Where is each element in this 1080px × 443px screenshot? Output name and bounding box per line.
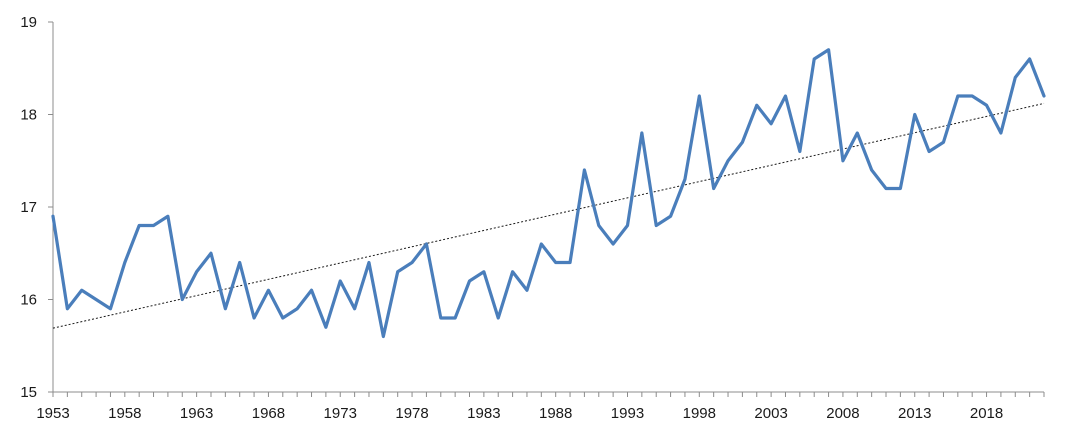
x-tick-label: 1978 <box>395 405 428 422</box>
x-tick-label: 1968 <box>252 405 285 422</box>
x-tick-label: 2008 <box>826 405 859 422</box>
y-tick-label: 17 <box>20 199 37 216</box>
x-tick-label: 1993 <box>611 405 644 422</box>
x-tick-label: 1958 <box>108 405 141 422</box>
y-tick-label: 15 <box>20 384 37 401</box>
y-tick-label: 19 <box>20 14 37 31</box>
trendline-group <box>52 102 1045 329</box>
y-axis: 15 16 17 18 19 <box>20 14 54 401</box>
x-tick-label: 1963 <box>180 405 213 422</box>
series-group <box>51 48 1046 339</box>
y-tick-label: 18 <box>20 107 37 124</box>
x-tick-label: 2013 <box>898 405 931 422</box>
x-axis: 1953 1958 1963 1968 1973 1978 1983 1988 1993 1998… <box>36 391 1045 422</box>
x-tick-label: 1973 <box>324 405 357 422</box>
x-tick-label: 1998 <box>683 405 716 422</box>
x-tick-label: 1983 <box>467 405 500 422</box>
x-tick-label: 2003 <box>754 405 787 422</box>
x-tick-label: 1988 <box>539 405 572 422</box>
linear-trendline <box>52 102 1045 329</box>
series-line <box>51 48 1046 339</box>
x-tick-label: 1953 <box>36 405 69 422</box>
y-tick-label: 16 <box>20 292 37 309</box>
x-tick-label: 2018 <box>970 405 1003 422</box>
